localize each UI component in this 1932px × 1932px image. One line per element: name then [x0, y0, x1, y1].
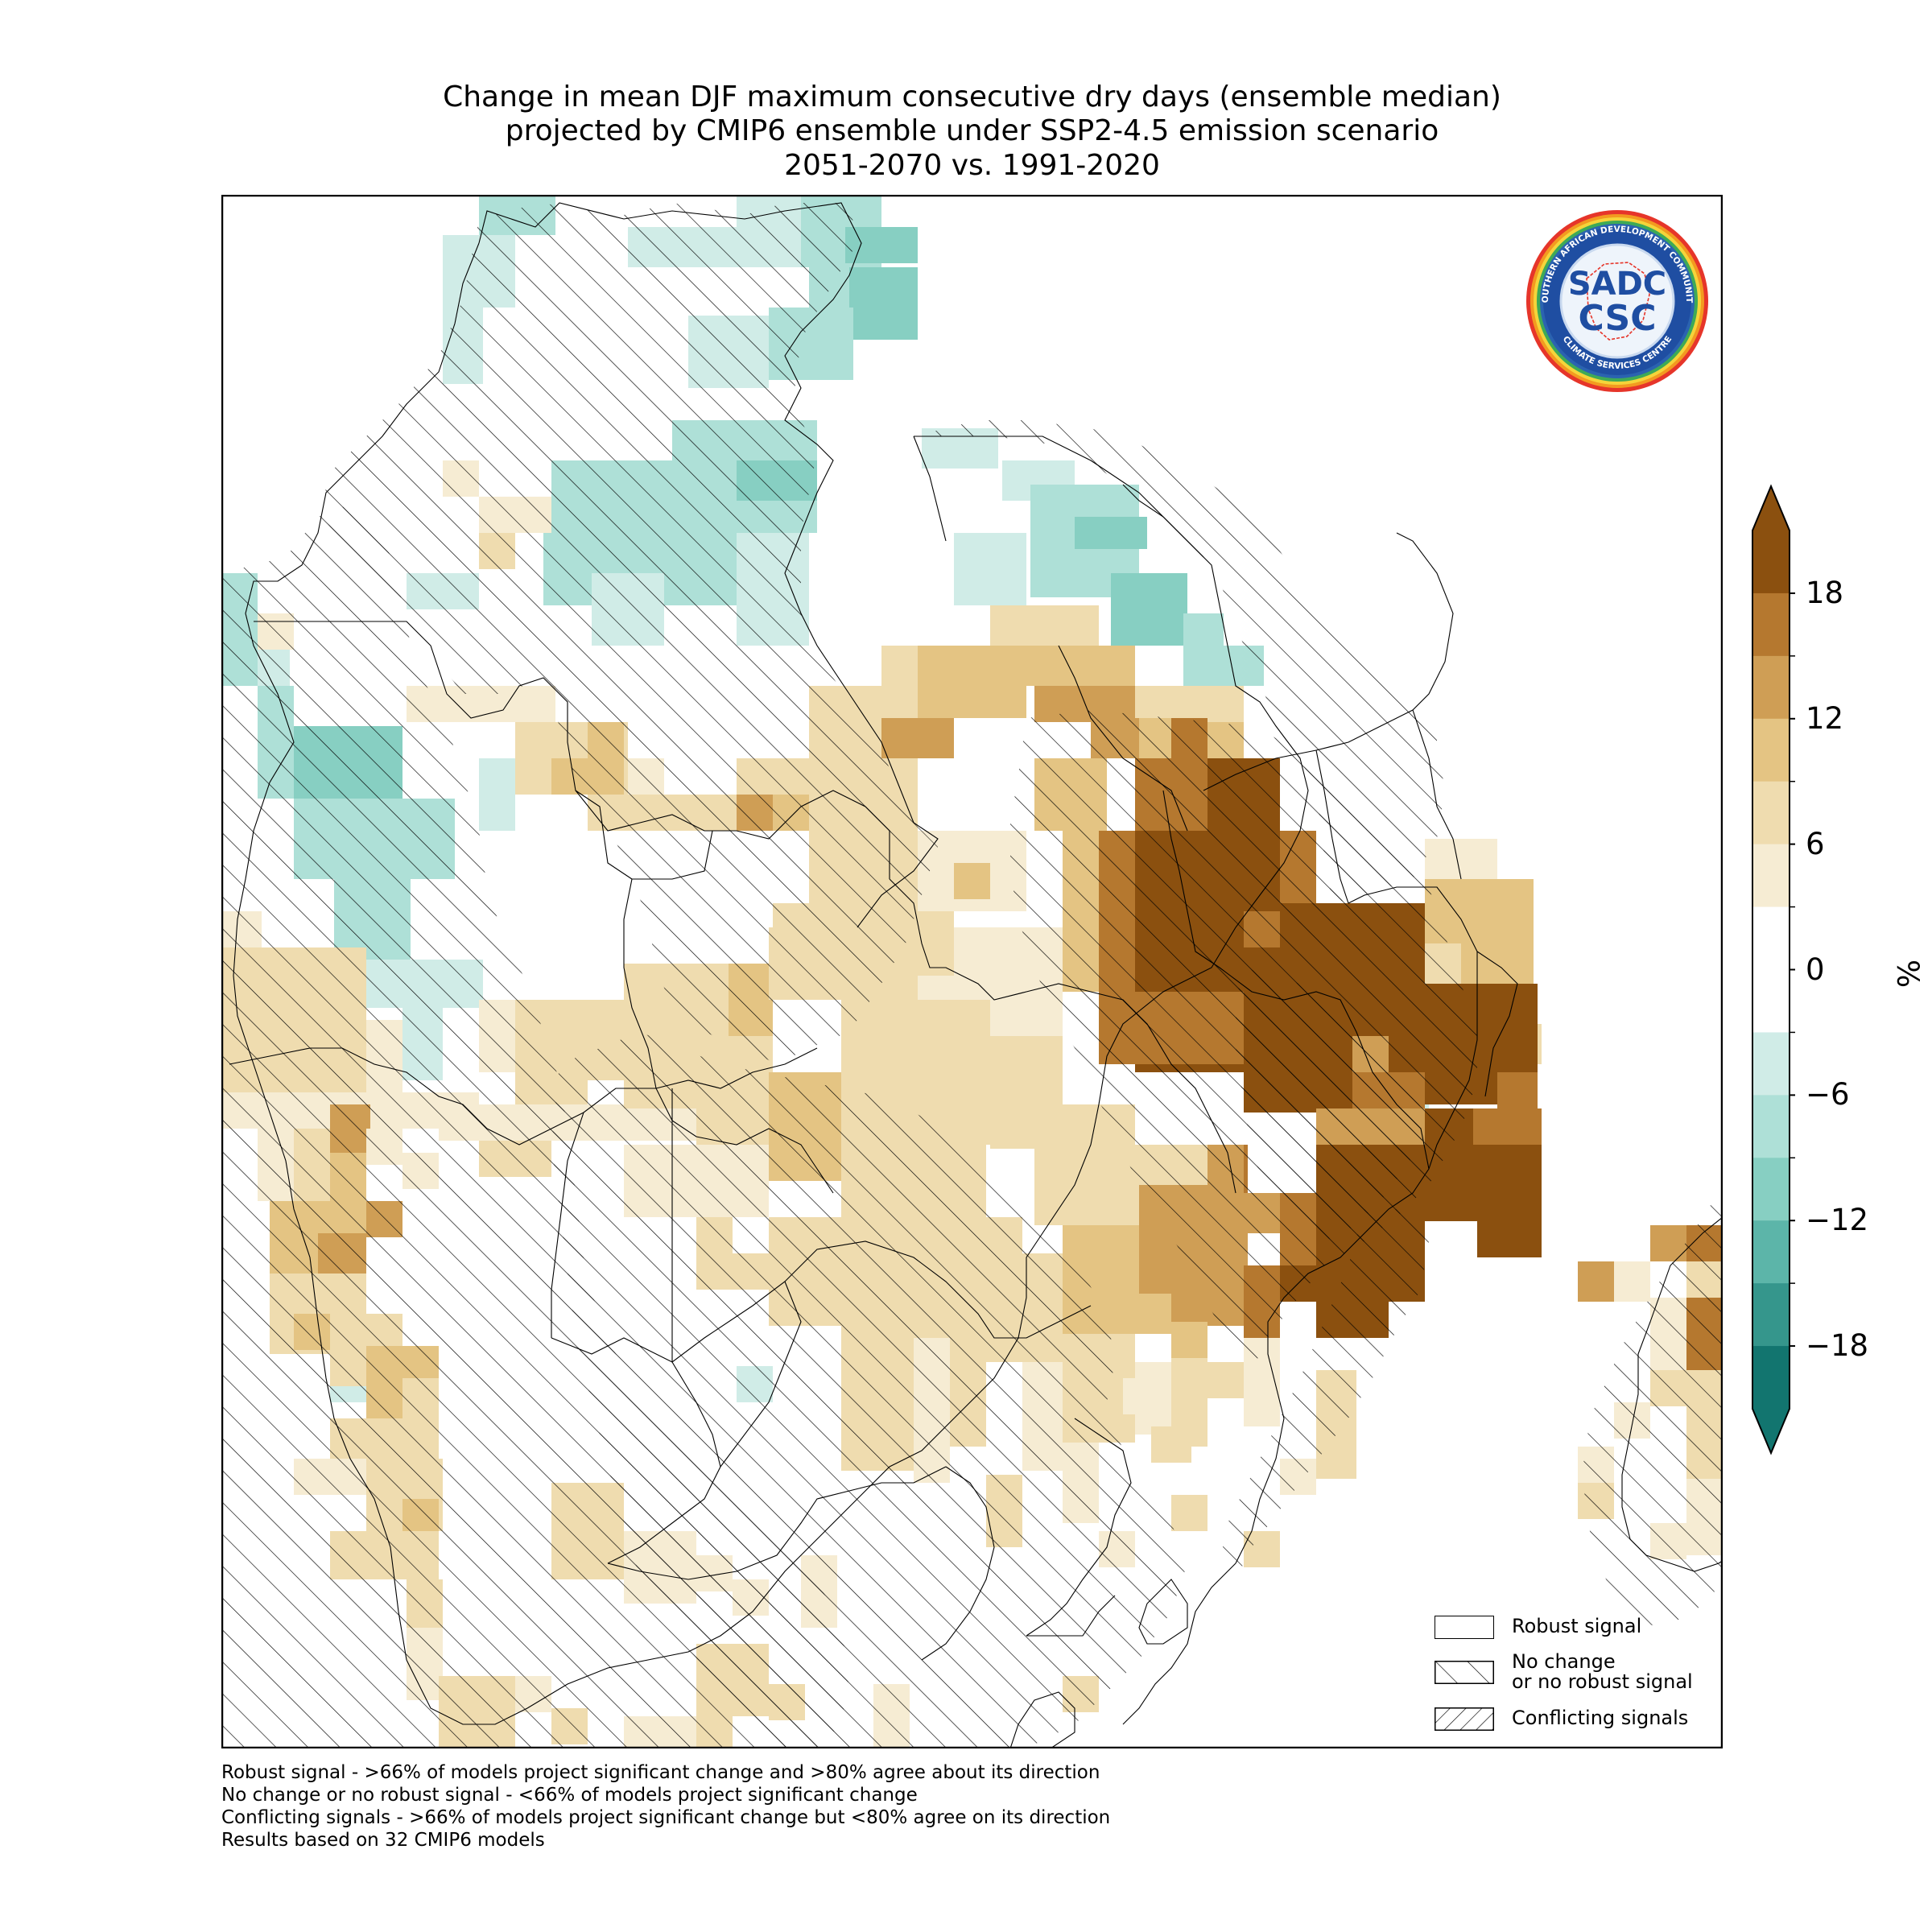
colorbar-bin	[1752, 969, 1790, 1033]
colorbar-bin	[1752, 1095, 1790, 1158]
colorbar-bin	[1752, 1032, 1790, 1096]
footnote-model-count: Results based on 32 CMIP6 models	[221, 1830, 545, 1851]
colorbar-blocks	[1752, 484, 1790, 1455]
colorbar-tick-label: 6	[1806, 826, 1825, 861]
footnote-no-change: No change or no robust signal - <66% of …	[221, 1785, 918, 1806]
colorbar-bin	[1752, 592, 1790, 657]
colorbar-tick-label: −12	[1806, 1203, 1869, 1238]
colorbar-bin	[1752, 1220, 1790, 1284]
colorbar-bin	[1752, 844, 1790, 908]
colorbar-tick-label: −6	[1806, 1077, 1850, 1113]
map-title-line-1: Change in mean DJF maximum consecutive d…	[443, 80, 1501, 114]
legend-label-no-change: No change or no robust signal	[1512, 1649, 1693, 1693]
sadc-csc-logo: SOUTHERN AFRICAN DEVELOPMENT COMMUNITY C…	[1524, 208, 1708, 392]
legend-swatch-conflicting	[1435, 1707, 1494, 1731]
map-canvas	[221, 195, 1723, 1748]
legend-item-conflicting: Conflicting signals	[1435, 1706, 1688, 1732]
legend-item-robust: Robust signal	[1435, 1614, 1641, 1640]
colorbar-tick-label: −18	[1806, 1328, 1869, 1364]
colorbar-bin	[1752, 718, 1790, 782]
colorbar-bin	[1752, 530, 1790, 594]
colorbar	[1752, 484, 1795, 1455]
map-panel: SOUTHERN AFRICAN DEVELOPMENT COMMUNITY C…	[221, 195, 1723, 1748]
colorbar-bin	[1752, 655, 1790, 720]
colorbar-extend-over	[1752, 486, 1790, 530]
footnote-conflicting: Conflicting signals - >66% of models pro…	[221, 1807, 1111, 1828]
colorbar-bin	[1752, 781, 1790, 845]
map-title-line-3: 2051-2070 vs. 1991-2020	[784, 149, 1160, 182]
logo-text-csc: CSC	[1578, 298, 1656, 339]
colorbar-tick-label: 12	[1806, 700, 1844, 736]
colorbar-bin	[1752, 906, 1790, 970]
legend-label-conflicting: Conflicting signals	[1512, 1707, 1689, 1730]
legend-label-no-change-line-1: No change	[1512, 1649, 1616, 1673]
legend-label-no-change-line-2: or no robust signal	[1512, 1670, 1693, 1693]
colorbar-ticks	[1790, 592, 1795, 1348]
colorbar-extend-under	[1752, 1409, 1790, 1453]
colorbar-bin	[1752, 1346, 1790, 1410]
hatch-legend: Robust signal No change or no robust sig…	[1435, 1614, 1708, 1735]
logo-text-sadc: SADC	[1568, 266, 1666, 303]
map-title-line-2: projected by CMIP6 ensemble under SSP2-4…	[505, 114, 1439, 147]
colorbar-bin	[1752, 1158, 1790, 1221]
legend-swatch-no-change	[1435, 1660, 1494, 1684]
legend-item-no-change: No change or no robust signal	[1435, 1651, 1693, 1693]
footnote-robust: Robust signal - >66% of models project s…	[221, 1762, 1100, 1783]
colorbar-tick-label: 0	[1806, 952, 1825, 987]
colorbar-outline	[1752, 484, 1790, 1455]
legend-label-robust: Robust signal	[1512, 1615, 1642, 1638]
hatch-no-robust-signal	[221, 203, 1723, 1748]
legend-swatch-robust	[1435, 1615, 1494, 1639]
footnotes: Robust signal - >66% of models project s…	[221, 1761, 1110, 1852]
colorbar-unit-label: %	[1892, 959, 1927, 989]
colorbar-bin	[1752, 1283, 1790, 1347]
colorbar-tick-label: 18	[1806, 575, 1844, 610]
map-frame-border	[221, 195, 1723, 1748]
